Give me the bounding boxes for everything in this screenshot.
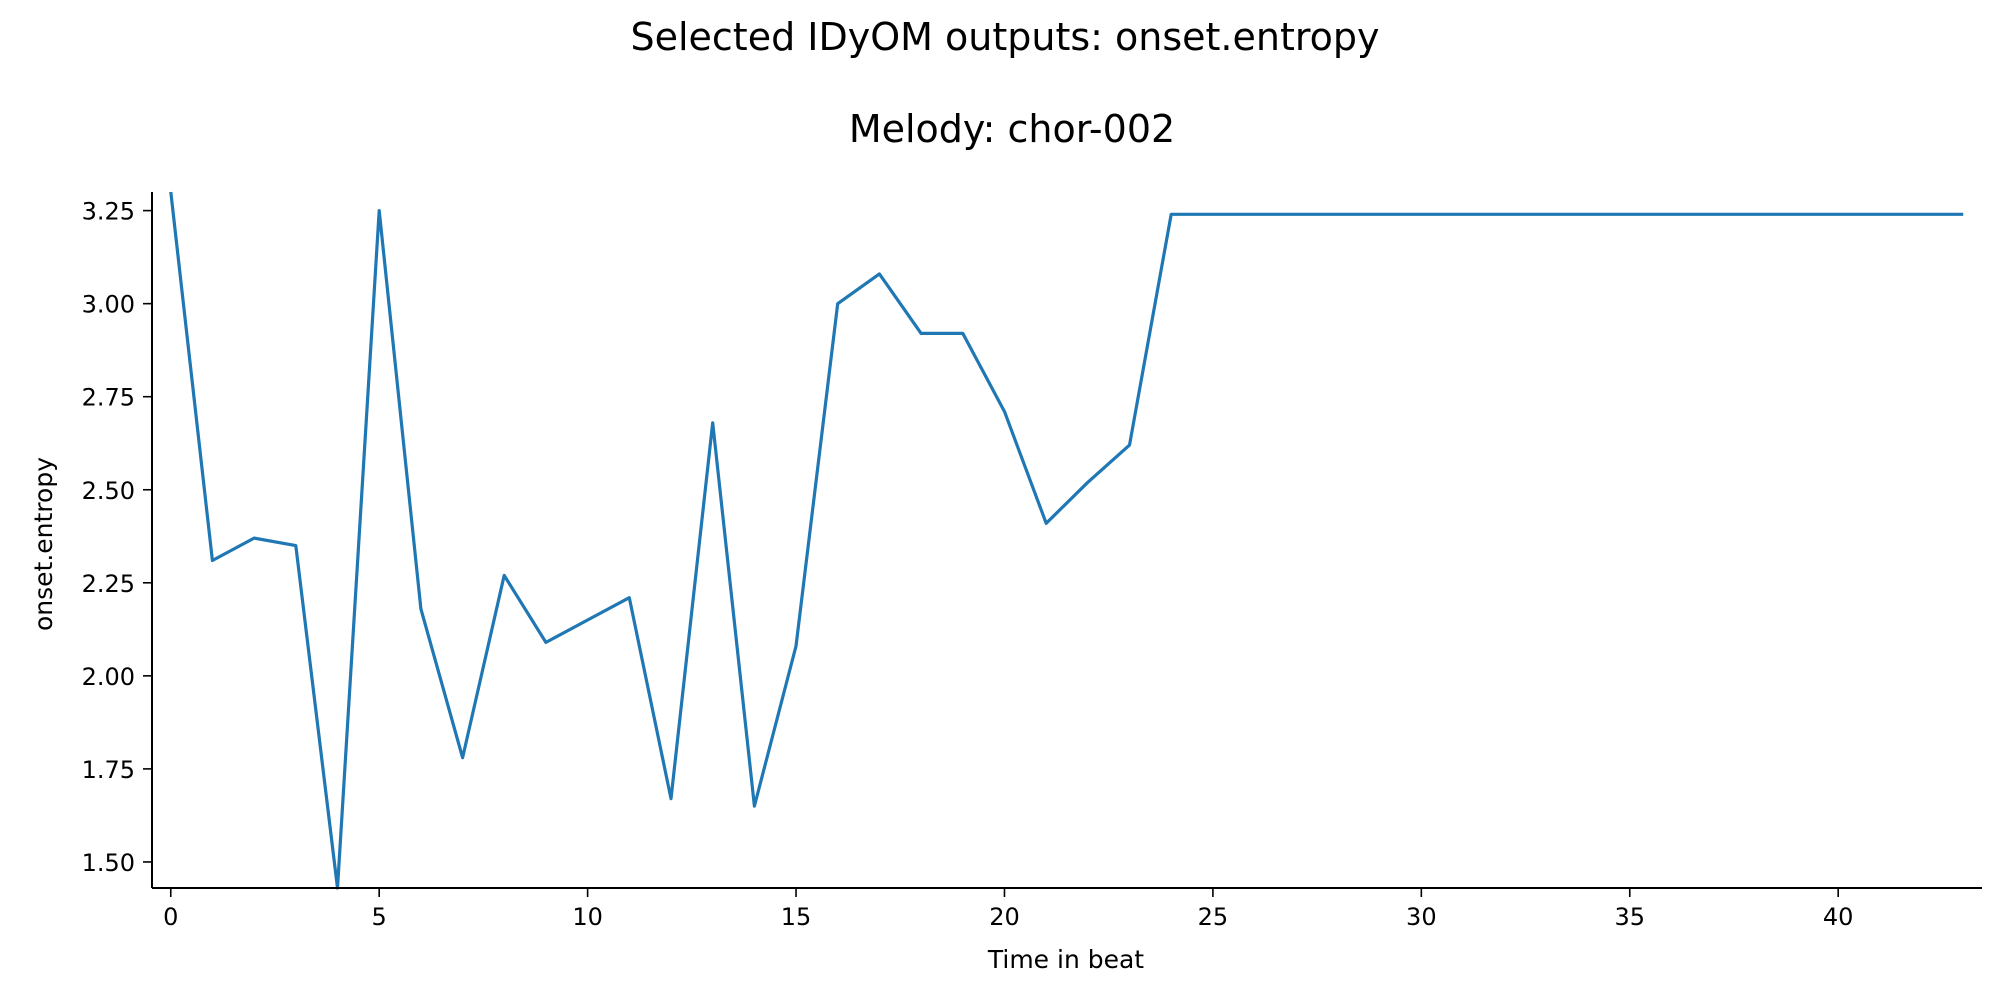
y-tick-label: 1.50 — [82, 849, 135, 877]
series-line — [169, 191, 1964, 890]
chart-subtitle: Melody: chor-002 — [849, 107, 1175, 151]
x-tick-label: 10 — [572, 903, 603, 931]
x-tick-label: 5 — [372, 903, 387, 931]
x-tick-label: 15 — [781, 903, 812, 931]
x-tick-label: 0 — [163, 903, 178, 931]
x-axis-ticks: 0 5 10 15 20 25 30 35 40 — [163, 888, 1853, 931]
y-tick-label: 2.25 — [82, 570, 135, 598]
x-tick-label: 25 — [1198, 903, 1229, 931]
y-tick-label: 2.50 — [82, 477, 135, 505]
y-axis-label: onset.entropy — [29, 457, 58, 631]
y-tick-label: 3.00 — [82, 291, 135, 319]
chart-title: Selected IDyOM outputs: onset.entropy — [630, 15, 1379, 59]
x-tick-label: 40 — [1823, 903, 1854, 931]
y-tick-label: 1.75 — [82, 756, 135, 784]
y-tick-label: 2.00 — [82, 663, 135, 691]
y-axis-ticks: 1.50 1.75 2.00 2.25 2.50 2.75 3.00 3.25 — [82, 198, 152, 877]
x-tick-label: 20 — [989, 903, 1020, 931]
x-tick-label: 35 — [1614, 903, 1645, 931]
y-tick-label: 2.75 — [82, 384, 135, 412]
x-axis-label: Time in beat — [987, 945, 1144, 974]
y-tick-label: 3.25 — [82, 198, 135, 226]
x-tick-label: 30 — [1406, 903, 1437, 931]
